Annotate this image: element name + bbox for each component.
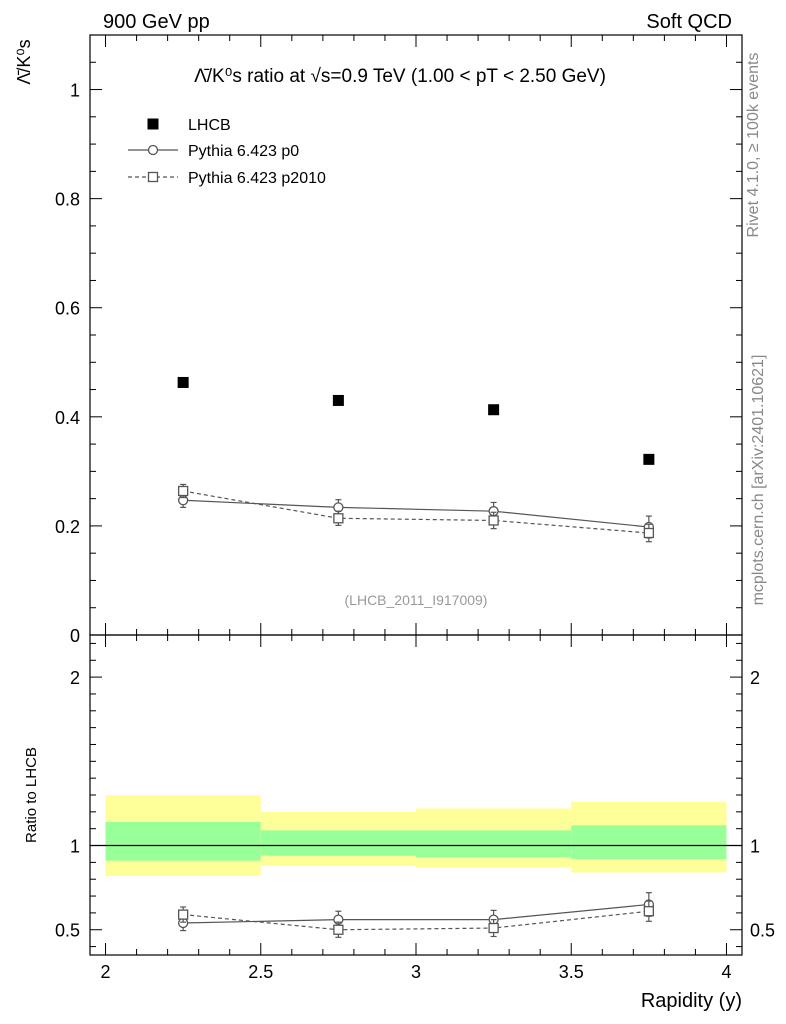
ratio-p2010-point xyxy=(333,924,344,935)
y-tick-label: 0.6 xyxy=(55,299,80,319)
ratio-p0-line xyxy=(183,903,649,924)
header-left-label: 900 GeV pp xyxy=(103,11,210,33)
y-tick-label: 1 xyxy=(70,81,80,101)
rivet-version-label: Rivet 4.1.0, ≥ 100k events xyxy=(745,53,762,238)
y-tick-label: 0 xyxy=(70,626,80,646)
x-tick-label: 3.5 xyxy=(559,962,584,982)
ratio-y-tick-label-right: 2 xyxy=(750,668,760,688)
ratio-p2010-line xyxy=(183,910,649,931)
y-tick-label: 0.2 xyxy=(55,517,80,537)
main-data-point xyxy=(643,453,655,465)
x-tick-label: 3 xyxy=(411,962,421,982)
ratio-y-tick-label-left: 1 xyxy=(70,837,80,857)
ratio-inner-band xyxy=(416,830,572,858)
legend-p0-marker xyxy=(147,144,159,156)
main-data-point xyxy=(177,376,189,388)
legend-p2010-marker xyxy=(147,171,159,183)
y-axis-label: Λ̄/K⁰s xyxy=(14,39,34,84)
source-label: mcplots.cern.ch [arXiv:2401.10621] xyxy=(750,355,767,606)
ratio-p2010-point xyxy=(488,922,499,934)
ratio-y-tick-label-left: 2 xyxy=(70,668,80,688)
ratio-y-axis-label: Ratio to LHCB xyxy=(23,747,40,843)
y-tick-label: 0.8 xyxy=(55,190,80,210)
ratio-p2010-point xyxy=(643,906,655,917)
ratio-inner-band xyxy=(105,821,261,861)
main-p2010-point xyxy=(488,515,499,526)
ratio-inner-band xyxy=(260,830,416,856)
plot-title: Λ̄/K⁰s ratio at √s=0.9 TeV (1.00 < pT < … xyxy=(194,66,606,87)
y-tick-label: 0.4 xyxy=(55,408,80,428)
main-p2010-line xyxy=(183,490,649,534)
ratio-y-tick-label-right: 1 xyxy=(750,837,760,857)
header-right-label: Soft QCD xyxy=(646,11,732,33)
ratio-y-tick-label-left: 0.5 xyxy=(55,921,80,941)
main-p0-point xyxy=(333,502,344,513)
legend-data-label: LHCB xyxy=(188,117,231,134)
main-data-point xyxy=(332,394,344,406)
x-tick-label: 4 xyxy=(721,962,731,982)
legend-data-marker xyxy=(147,118,159,130)
ratio-p2010-point xyxy=(177,909,189,920)
ratio-panel: 0.5 0.5 1 1 2 2 2 2.5 3 3.5 4 Ratio to LHCB Rapidity… xyxy=(23,634,775,1012)
main-p2010-point xyxy=(333,513,344,524)
x-axis-label: Rapidity (y) xyxy=(641,990,742,1012)
ratio-y-tick-label-right: 0.5 xyxy=(750,921,775,941)
legend-p2010-label: Pythia 6.423 p2010 xyxy=(188,170,326,187)
legend-p0-label: Pythia 6.423 p0 xyxy=(188,143,299,160)
analysis-watermark: (LHCB_2011_I917009) xyxy=(345,592,488,608)
x-tick-label: 2 xyxy=(101,962,111,982)
x-tick-label: 2.5 xyxy=(248,962,273,982)
main-p0-line xyxy=(183,499,649,528)
main-data-point xyxy=(488,404,500,416)
ratio-inner-band xyxy=(571,825,727,859)
main-p2010-point xyxy=(643,527,655,539)
main-p2010-point xyxy=(177,485,189,497)
main-panel: 0 0.2 0.4 0.6 0.8 1 Λ̄/K⁰s ratio at √s=0.9 TeV… xyxy=(14,34,743,646)
